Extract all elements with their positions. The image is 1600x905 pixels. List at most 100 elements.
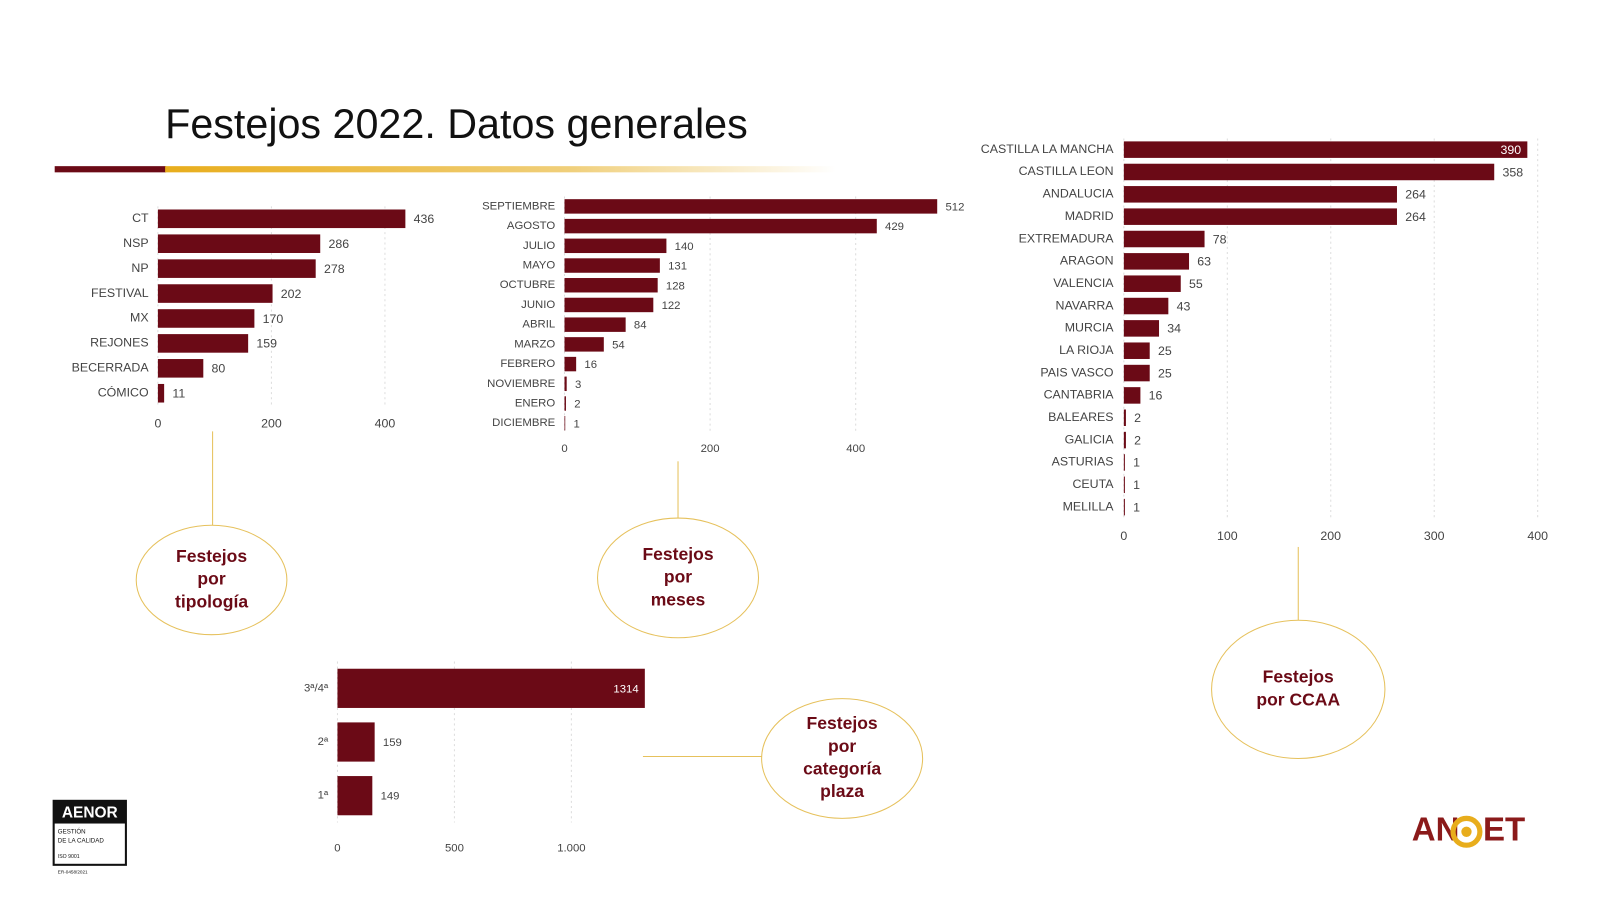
callout-text: Festejos [1263, 667, 1334, 687]
bar [157, 234, 321, 253]
bar [337, 776, 373, 816]
value-label: 1 [573, 418, 579, 430]
bar [564, 415, 566, 431]
category-label: CEUTA [1072, 477, 1114, 491]
value-label: 122 [662, 300, 681, 312]
callout-text: plaza [820, 781, 864, 801]
bar [564, 396, 566, 411]
x-tick-label: 400 [846, 443, 865, 455]
title-rule [54, 166, 167, 173]
value-label: 390 [1500, 143, 1521, 157]
category-label: DICIEMBRE [492, 417, 555, 429]
callout-text: por CCAA [1256, 689, 1340, 709]
x-tick-label: 0 [154, 416, 161, 430]
category-label: LA RIOJA [1059, 343, 1114, 357]
value-label: 202 [281, 287, 302, 301]
category-label: CASTILLA LEON [1019, 164, 1114, 178]
bar [1123, 387, 1141, 404]
value-label: 358 [1502, 165, 1523, 179]
value-label: 11 [172, 387, 185, 401]
x-tick-label: 300 [1424, 529, 1445, 543]
callout-ellipse [597, 517, 760, 639]
bar [157, 284, 273, 303]
x-tick-label: 200 [1320, 529, 1341, 543]
category-label: GALICIA [1065, 432, 1115, 446]
value-label: 55 [1189, 277, 1203, 291]
callout-ellipse [1211, 619, 1386, 760]
callout-ellipse [761, 698, 924, 819]
value-label: 34 [1167, 322, 1181, 336]
x-tick-label: 100 [1217, 529, 1238, 543]
logo-text: DE LA CALIDAD [58, 838, 105, 845]
bar [1123, 275, 1181, 292]
value-label: 429 [885, 221, 904, 233]
value-label: 63 [1197, 255, 1211, 269]
logo-dot [1461, 826, 1472, 837]
x-tick-label: 0 [334, 842, 340, 854]
category-label: FESTIVAL [91, 286, 149, 300]
bar [1123, 297, 1169, 315]
category-label: CÓMICO [98, 385, 149, 400]
value-label: 3 [575, 379, 581, 391]
value-label: 140 [675, 241, 694, 253]
callout-ellipse [135, 524, 288, 636]
category-label: MURCIA [1065, 321, 1115, 335]
value-label: 80 [212, 362, 226, 376]
value-label: 512 [945, 201, 964, 213]
category-label: 2ª [318, 736, 329, 748]
bar [157, 383, 165, 403]
value-label: 25 [1158, 366, 1172, 380]
value-label: 54 [612, 339, 625, 351]
bar [1123, 364, 1150, 382]
bar [1123, 141, 1528, 158]
bar [337, 722, 375, 762]
content: Festejos 2022. Datos generales Festejos … [52, 101, 1548, 874]
bar [564, 356, 577, 372]
bar [157, 209, 406, 229]
logo-ring [1450, 815, 1483, 848]
category-label: BECERRADA [72, 361, 150, 375]
bar [1123, 409, 1126, 427]
value-label: 131 [668, 261, 687, 273]
value-label: 128 [666, 280, 685, 292]
category-label: NSP [123, 236, 148, 250]
bar [564, 238, 667, 254]
callout-text: categoría [803, 759, 881, 779]
callout-text: por [197, 569, 225, 589]
value-label: 16 [1149, 389, 1163, 403]
value-label: 159 [383, 737, 402, 749]
category-label: ENERO [515, 398, 556, 410]
callout-text: por [664, 567, 692, 587]
bar [157, 359, 204, 378]
bar [1123, 163, 1495, 181]
bar [1123, 208, 1397, 225]
anoet-logo: AN ET [1412, 811, 1525, 848]
callout-text: tipología [175, 591, 248, 611]
bar [1123, 186, 1397, 203]
x-tick-label: 200 [261, 416, 282, 430]
logo-text: GESTIÓN [58, 828, 86, 835]
category-label: CASTILLA LA MANCHA [981, 142, 1114, 156]
page-title: Festejos 2022. Datos generales [165, 101, 748, 147]
callout-text: Festejos [176, 546, 247, 566]
bar [564, 297, 654, 313]
callout-text: meses [651, 589, 706, 609]
value-label: 149 [381, 791, 400, 803]
category-label: EXTREMADURA [1019, 231, 1115, 245]
category-label: ANDALUCIA [1043, 187, 1115, 201]
bar [1123, 230, 1205, 248]
category-label: SEPTIEMBRE [482, 200, 556, 212]
bar [1123, 431, 1126, 449]
bar [1123, 454, 1125, 471]
bar [564, 278, 658, 293]
category-label: ASTURIAS [1052, 455, 1114, 469]
value-label: 25 [1158, 344, 1172, 358]
x-tick-label: 200 [701, 443, 720, 455]
logo-band [53, 800, 126, 824]
value-label: 264 [1405, 210, 1426, 224]
category-label: MADRID [1065, 209, 1114, 223]
x-tick-label: 1.000 [557, 842, 585, 854]
value-label: 2 [1134, 411, 1141, 425]
category-label: 3ª/4ª [304, 682, 329, 694]
category-label: CANTABRIA [1044, 388, 1115, 402]
